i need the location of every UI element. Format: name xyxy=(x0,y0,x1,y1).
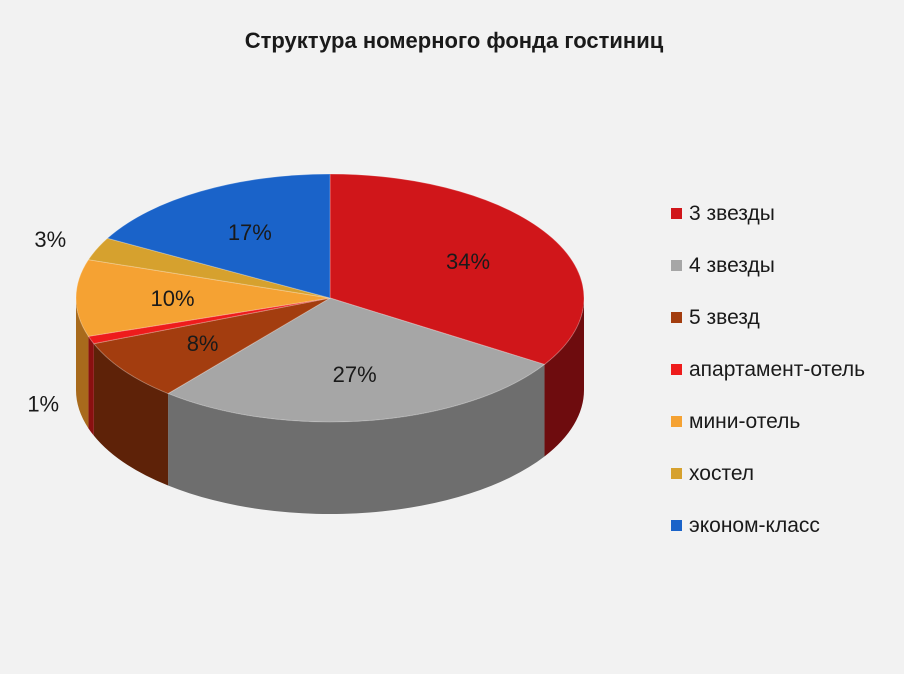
legend-label-мини-отель: мини-отель xyxy=(689,410,800,433)
side-5-звезд xyxy=(93,343,169,486)
slice-3-звезды xyxy=(329,173,585,365)
data-label-эконом-класс: 17% xyxy=(228,220,272,245)
data-label-4-звезды: 27% xyxy=(333,362,377,387)
side-мини-отель xyxy=(76,298,89,429)
legend-label-4-звезды: 4 звезды xyxy=(689,254,775,277)
slice-хостел xyxy=(87,237,331,299)
legend-label-хостел: хостел xyxy=(689,462,754,485)
legend-swatch-4-звезды xyxy=(671,260,682,271)
legend: 3 звезды 4 звезды 5 звезд апартамент-отель м… xyxy=(671,202,865,537)
side-апартамент-отель xyxy=(88,336,94,436)
pie-slices xyxy=(75,173,585,423)
legend-label-3-звезды: 3 звезды xyxy=(689,202,775,225)
legend-swatch-3-звезды xyxy=(671,208,682,219)
pie-sides xyxy=(76,298,584,514)
data-label-апартамент-отель: 1% xyxy=(27,392,59,417)
side-4-звезды xyxy=(168,364,545,514)
slice-эконом-класс xyxy=(106,173,331,299)
legend-swatch-5-звезд xyxy=(671,312,682,323)
chart-title: Структура номерного фонда гостиниц xyxy=(245,28,664,53)
slice-апартамент-отель xyxy=(87,297,331,345)
legend-swatch-хостел xyxy=(671,468,682,479)
data-label-3-звезды: 34% xyxy=(446,249,490,274)
data-label-5-звезд: 8% xyxy=(187,331,219,356)
data-label-мини-отель: 10% xyxy=(150,286,194,311)
side-3-звезды xyxy=(544,298,584,457)
slice-5-звезд xyxy=(92,297,331,395)
legend-swatch-мини-отель xyxy=(671,416,682,427)
legend-label-5-звезд: 5 звезд xyxy=(689,306,760,329)
data-labels: 34% 27% 8% 1% 10% 3% 17% xyxy=(27,220,490,417)
legend-label-эконом-класс: эконом-класс xyxy=(689,514,820,537)
legend-swatch-апартамент-отель xyxy=(671,364,682,375)
slice-4-звезды xyxy=(166,297,546,423)
data-label-хостел: 3% xyxy=(34,227,66,252)
legend-swatch-эконом-класс xyxy=(671,520,682,531)
legend-label-апартамент-отель: апартамент-отель xyxy=(689,358,865,381)
slice-мини-отель xyxy=(75,259,331,337)
